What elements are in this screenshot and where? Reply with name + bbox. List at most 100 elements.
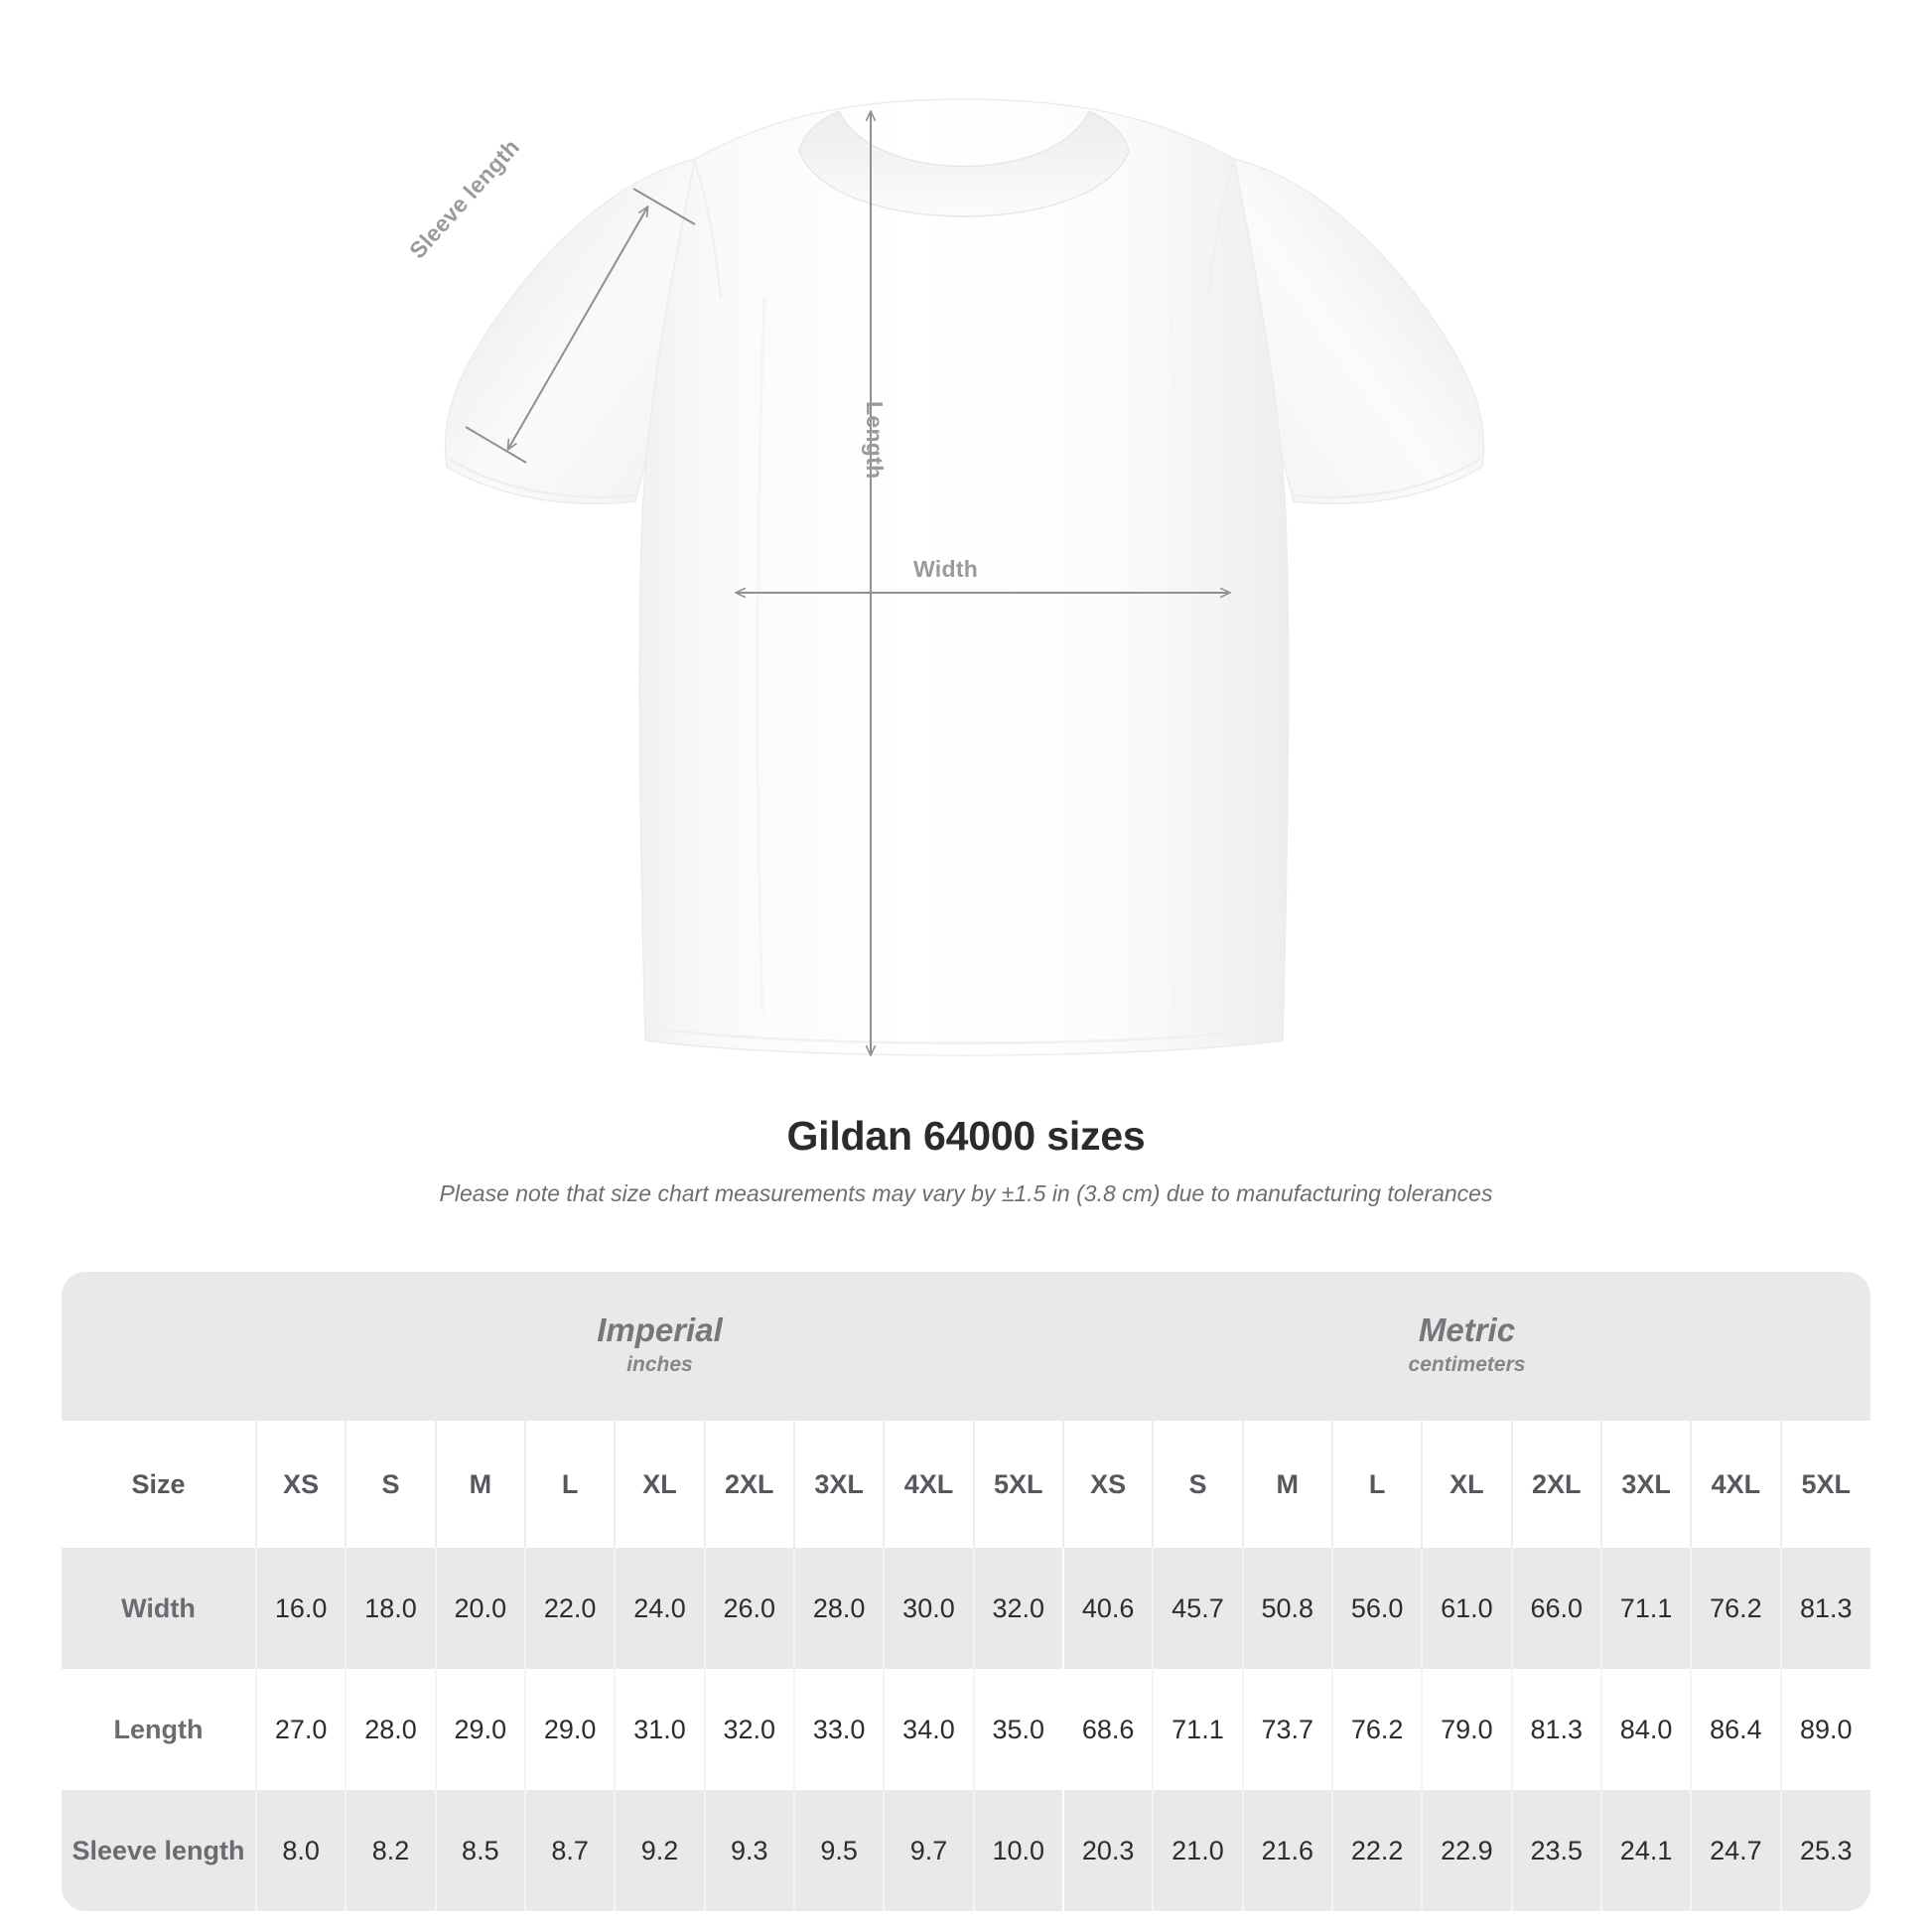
cell-length-imperial-l: 29.0 — [523, 1669, 616, 1790]
cell-width-imperial-m: 20.0 — [434, 1548, 525, 1669]
shirt-body — [638, 98, 1290, 1056]
cell-length-metric-s: 71.1 — [1152, 1669, 1243, 1790]
tshirt-diagram-panel: Sleeve length Length Width — [404, 98, 1485, 1056]
size-header-metric-l: L — [1330, 1421, 1423, 1548]
page-title: Gildan 64000 sizes — [786, 1113, 1146, 1159]
length-label: Length — [862, 401, 888, 480]
cell-length-metric-m: 73.7 — [1241, 1669, 1332, 1790]
size-header-metric-5xl: 5XL — [1779, 1421, 1870, 1548]
cell-length-imperial-xs: 27.0 — [254, 1669, 346, 1790]
unit-group-imperial: Imperial inches — [256, 1272, 1063, 1421]
size-header-imperial-m: M — [434, 1421, 525, 1548]
cell-width-metric-3xl: 71.1 — [1599, 1548, 1692, 1669]
cell-width-imperial-2xl: 26.0 — [703, 1548, 794, 1669]
cell-sleeve-imperial-5xl: 10.0 — [972, 1790, 1063, 1911]
width-label: Width — [913, 556, 979, 582]
left-sleeve-hem — [448, 457, 636, 498]
unit-group-metric-sub: centimeters — [1408, 1353, 1526, 1377]
size-header-metric-4xl: 4XL — [1690, 1421, 1781, 1548]
sleeve-tick-bottom — [465, 426, 527, 464]
cell-sleeve-imperial-xs: 8.0 — [254, 1790, 346, 1911]
cell-sleeve-imperial-m: 8.5 — [434, 1790, 525, 1911]
unit-group-imperial-name: Imperial — [597, 1311, 723, 1349]
unit-group-imperial-sub: inches — [626, 1353, 693, 1377]
size-chart-container: Imperial inches Metric centimeters Size … — [62, 1272, 1870, 1911]
cell-length-metric-4xl: 86.4 — [1690, 1669, 1781, 1790]
cell-length-imperial-3xl: 33.0 — [792, 1669, 885, 1790]
unit-group-metric-name: Metric — [1418, 1311, 1516, 1349]
collar — [798, 110, 1130, 217]
size-header-metric-s: S — [1152, 1421, 1243, 1548]
cell-length-metric-3xl: 84.0 — [1599, 1669, 1692, 1790]
unit-header-spacer — [62, 1272, 256, 1421]
row-label-width: Width — [62, 1548, 256, 1669]
size-header-imperial-xl: XL — [614, 1421, 705, 1548]
size-header-imperial-s: S — [345, 1421, 436, 1548]
sleeve-tick-top — [632, 188, 696, 225]
cell-width-imperial-xl: 24.0 — [614, 1548, 705, 1669]
cell-length-imperial-xl: 31.0 — [614, 1669, 705, 1790]
table-row-sleeve-length: Sleeve length 8.0 8.2 8.5 8.7 9.2 9.3 9.… — [62, 1790, 1870, 1911]
cell-sleeve-metric-5xl: 25.3 — [1779, 1790, 1870, 1911]
cell-length-metric-2xl: 81.3 — [1510, 1669, 1601, 1790]
fabric-fold — [1170, 317, 1181, 1016]
cell-length-imperial-2xl: 32.0 — [703, 1669, 794, 1790]
cell-width-imperial-5xl: 32.0 — [972, 1548, 1063, 1669]
cell-width-imperial-3xl: 28.0 — [792, 1548, 885, 1669]
unit-group-header-row: Imperial inches Metric centimeters — [62, 1272, 1870, 1421]
size-header-imperial-l: L — [523, 1421, 616, 1548]
size-chart-table: Imperial inches Metric centimeters Size … — [62, 1272, 1870, 1911]
table-row-length: Length 27.0 28.0 29.0 29.0 31.0 32.0 33.… — [62, 1669, 1870, 1790]
size-header-imperial-xs: XS — [254, 1421, 346, 1548]
cell-width-metric-4xl: 76.2 — [1690, 1548, 1781, 1669]
cell-width-metric-xl: 61.0 — [1421, 1548, 1512, 1669]
cell-width-imperial-l: 22.0 — [523, 1548, 616, 1669]
size-header-imperial-3xl: 3XL — [792, 1421, 885, 1548]
cell-width-imperial-s: 18.0 — [345, 1548, 436, 1669]
cell-length-metric-5xl: 89.0 — [1779, 1669, 1870, 1790]
cell-sleeve-metric-4xl: 24.7 — [1690, 1790, 1781, 1911]
cell-sleeve-imperial-l: 8.7 — [523, 1790, 616, 1911]
cell-sleeve-imperial-s: 8.2 — [345, 1790, 436, 1911]
cell-width-metric-2xl: 66.0 — [1510, 1548, 1601, 1669]
cell-width-metric-xs: 40.6 — [1061, 1548, 1154, 1669]
sleeve-dimension-line — [508, 207, 647, 449]
cell-length-imperial-m: 29.0 — [434, 1669, 525, 1790]
cell-width-metric-m: 50.8 — [1241, 1548, 1332, 1669]
cell-sleeve-metric-s: 21.0 — [1152, 1790, 1243, 1911]
unit-group-metric: Metric centimeters — [1062, 1272, 1870, 1421]
cell-sleeve-metric-xl: 22.9 — [1421, 1790, 1512, 1911]
cell-length-metric-xs: 68.6 — [1061, 1669, 1154, 1790]
size-row-label: Size — [62, 1421, 256, 1548]
cell-sleeve-metric-3xl: 24.1 — [1599, 1790, 1692, 1911]
cell-sleeve-metric-xs: 20.3 — [1061, 1790, 1154, 1911]
row-label-length: Length — [62, 1669, 256, 1790]
cell-length-metric-l: 76.2 — [1330, 1669, 1423, 1790]
size-header-metric-m: M — [1241, 1421, 1332, 1548]
cell-length-imperial-4xl: 34.0 — [883, 1669, 974, 1790]
fabric-fold — [756, 297, 766, 1014]
cell-width-imperial-xs: 16.0 — [254, 1548, 346, 1669]
right-shoulder-seam — [1206, 160, 1236, 299]
cell-sleeve-metric-2xl: 23.5 — [1510, 1790, 1601, 1911]
table-row-width: Width 16.0 18.0 20.0 22.0 24.0 26.0 28.0… — [62, 1548, 1870, 1669]
size-header-imperial-5xl: 5XL — [972, 1421, 1063, 1548]
cell-sleeve-metric-m: 21.6 — [1241, 1790, 1332, 1911]
cell-sleeve-metric-l: 22.2 — [1330, 1790, 1423, 1911]
size-header-imperial-2xl: 2XL — [703, 1421, 794, 1548]
chart-heading-block: Gildan 64000 sizes Please note that size… — [0, 1102, 1932, 1208]
cell-sleeve-imperial-2xl: 9.3 — [703, 1790, 794, 1911]
bottom-hem — [646, 1026, 1282, 1044]
size-header-imperial-4xl: 4XL — [883, 1421, 974, 1548]
left-shoulder-seam — [693, 160, 723, 299]
size-header-metric-3xl: 3XL — [1599, 1421, 1692, 1548]
cell-length-metric-xl: 79.0 — [1421, 1669, 1512, 1790]
page-subtitle: Please note that size chart measurements… — [439, 1180, 1493, 1207]
cell-width-metric-5xl: 81.3 — [1779, 1548, 1870, 1669]
cell-width-imperial-4xl: 30.0 — [883, 1548, 974, 1669]
cell-width-metric-l: 56.0 — [1330, 1548, 1423, 1669]
cell-width-metric-s: 45.7 — [1152, 1548, 1243, 1669]
cell-length-imperial-s: 28.0 — [345, 1669, 436, 1790]
size-header-row: Size XS S M L XL 2XL 3XL 4XL 5XL XS S M … — [62, 1421, 1870, 1548]
size-header-metric-2xl: 2XL — [1510, 1421, 1601, 1548]
